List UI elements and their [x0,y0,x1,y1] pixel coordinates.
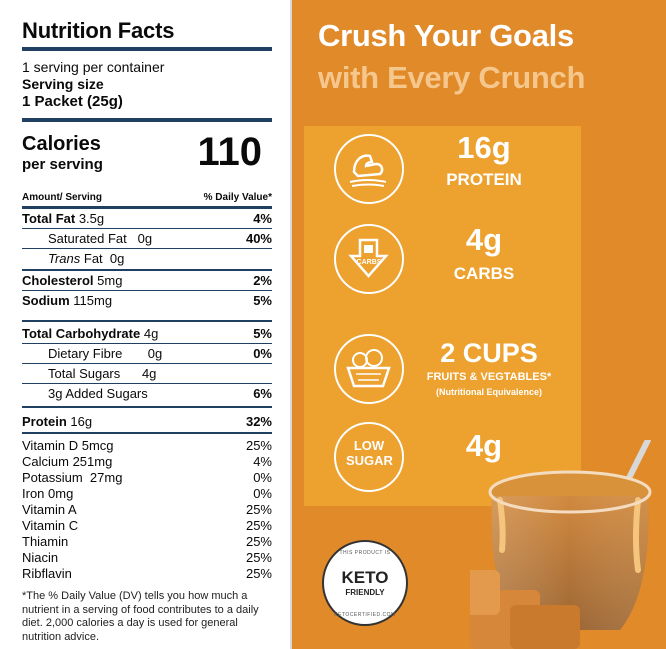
divider [22,47,272,51]
calories-value: 110 [197,130,262,174]
nutrient-row-trans-fat: Trans Fat 0g [48,251,125,266]
feature-carbs-label: CARBS [453,264,515,283]
carbs-icon-text: CARBS [356,259,382,266]
keto-friendly-badge: THIS PRODUCT IS KETO FRIENDLY KETOCERTIF… [322,540,408,626]
divider [22,320,272,322]
features-panel: 16g PROTEIN CARBS 4g CARBS 2 CUPS FRUITS… [304,126,581,506]
nutrient-row-cholesterol: Cholesterol 5mg 2% [22,271,272,291]
muscle-arm-icon [334,134,404,204]
vitamin-row: Iron 0mg 0% [22,486,272,501]
vitamin-row: Vitamin A 25% [22,502,272,517]
divider [22,406,272,408]
servings-per-container: 1 serving per container [22,59,165,75]
vitamin-row: Ribflavin 25% [22,566,272,581]
calories-sub: per serving [22,156,103,173]
keto-badge-title: KETO [341,568,389,587]
daily-value-footnote: *The % Daily Value (DV) tells you how mu… [22,590,259,643]
vitamin-row: Calcium 251mg 4% [22,454,272,469]
feature-carbs-value: 4g [465,222,503,257]
nutrition-label-content: Nutrition Facts 1 serving per container … [22,18,272,644]
carbs-arrow-icon: CARBS [334,224,404,294]
keto-badge-bottom-text: KETOCERTIFIED.COM [334,612,396,618]
nutrient-row-saturated-fat: Saturated Fat 0g 40% [22,229,272,249]
nutrient-row-protein: Protein 16g 32% [22,414,272,429]
headline-line1: Crush Your Goals [318,18,574,53]
keto-badge-subtitle: FRIENDLY [345,588,385,597]
vitamin-row: Niacin 25% [22,550,272,565]
divider [22,432,272,434]
vitamin-row: Thiamin 25% [22,534,272,549]
calories-label: Calories [22,133,101,155]
feature-sugar-value: 4g [465,428,503,463]
feature-protein-label: PROTEIN [446,170,522,189]
vitamins-list: Vitamin D 5mcg 25% Calcium 251mg 4% Potass… [22,438,272,582]
keto-badge-top-text: THIS PRODUCT IS [339,550,391,556]
nutrient-row-dietary-fibre: Dietary Fibre 0g 0% [22,344,272,364]
daily-value-header: Amount/ Serving % Daily Value* [22,186,272,206]
nutrition-label: Nutrition Facts 1 serving per container … [0,0,292,649]
fruit-basket-icon [334,334,404,404]
feature-fruits-note: (Nutritional Equivalence) [435,387,542,397]
vitamin-row: Vitamin D 5mcg 25% [22,438,272,453]
low-sugar-icon-text: LOW SUGAR [346,438,393,468]
spacer [22,311,272,320]
calories-row: Calories per serving 110 [22,130,272,186]
low-sugar-icon: LOW SUGAR [334,422,404,492]
vitamin-row: Potassium 27mg 0% [22,470,272,485]
nutrient-row-total-carbohydrate: Total Carbohydrate 4g 5% [22,324,272,344]
nutrition-facts-title: Nutrition Facts [22,18,175,43]
nutrient-row-total-fat: Total Fat 3.5g 4% [22,209,272,229]
serving-size-label: Serving size [22,76,104,92]
feature-fruits-value: 2 CUPS [440,338,538,368]
divider [22,206,272,209]
divider [22,269,272,271]
headline-line2: with Every Crunch [318,60,586,95]
caramel-jar-illustration [470,440,652,649]
nutrient-row-total-sugars: Total Sugars 4g [22,364,272,384]
header-right: % Daily Value* [203,192,272,203]
feature-protein-value: 16g [457,130,511,165]
feature-fruits-label: FRUITS & VEGTABLES* [426,371,552,383]
nutrient-row-added-sugars: 3g Added Sugars 6% [48,386,272,401]
vitamin-row: Vitamin C 25% [22,518,272,533]
serving-size-value: 1 Packet (25g) [22,93,123,110]
nutrient-row-sodium: Sodium 115mg 5% [22,293,272,308]
header-left: Amount/ Serving [22,192,103,203]
divider [22,118,272,122]
